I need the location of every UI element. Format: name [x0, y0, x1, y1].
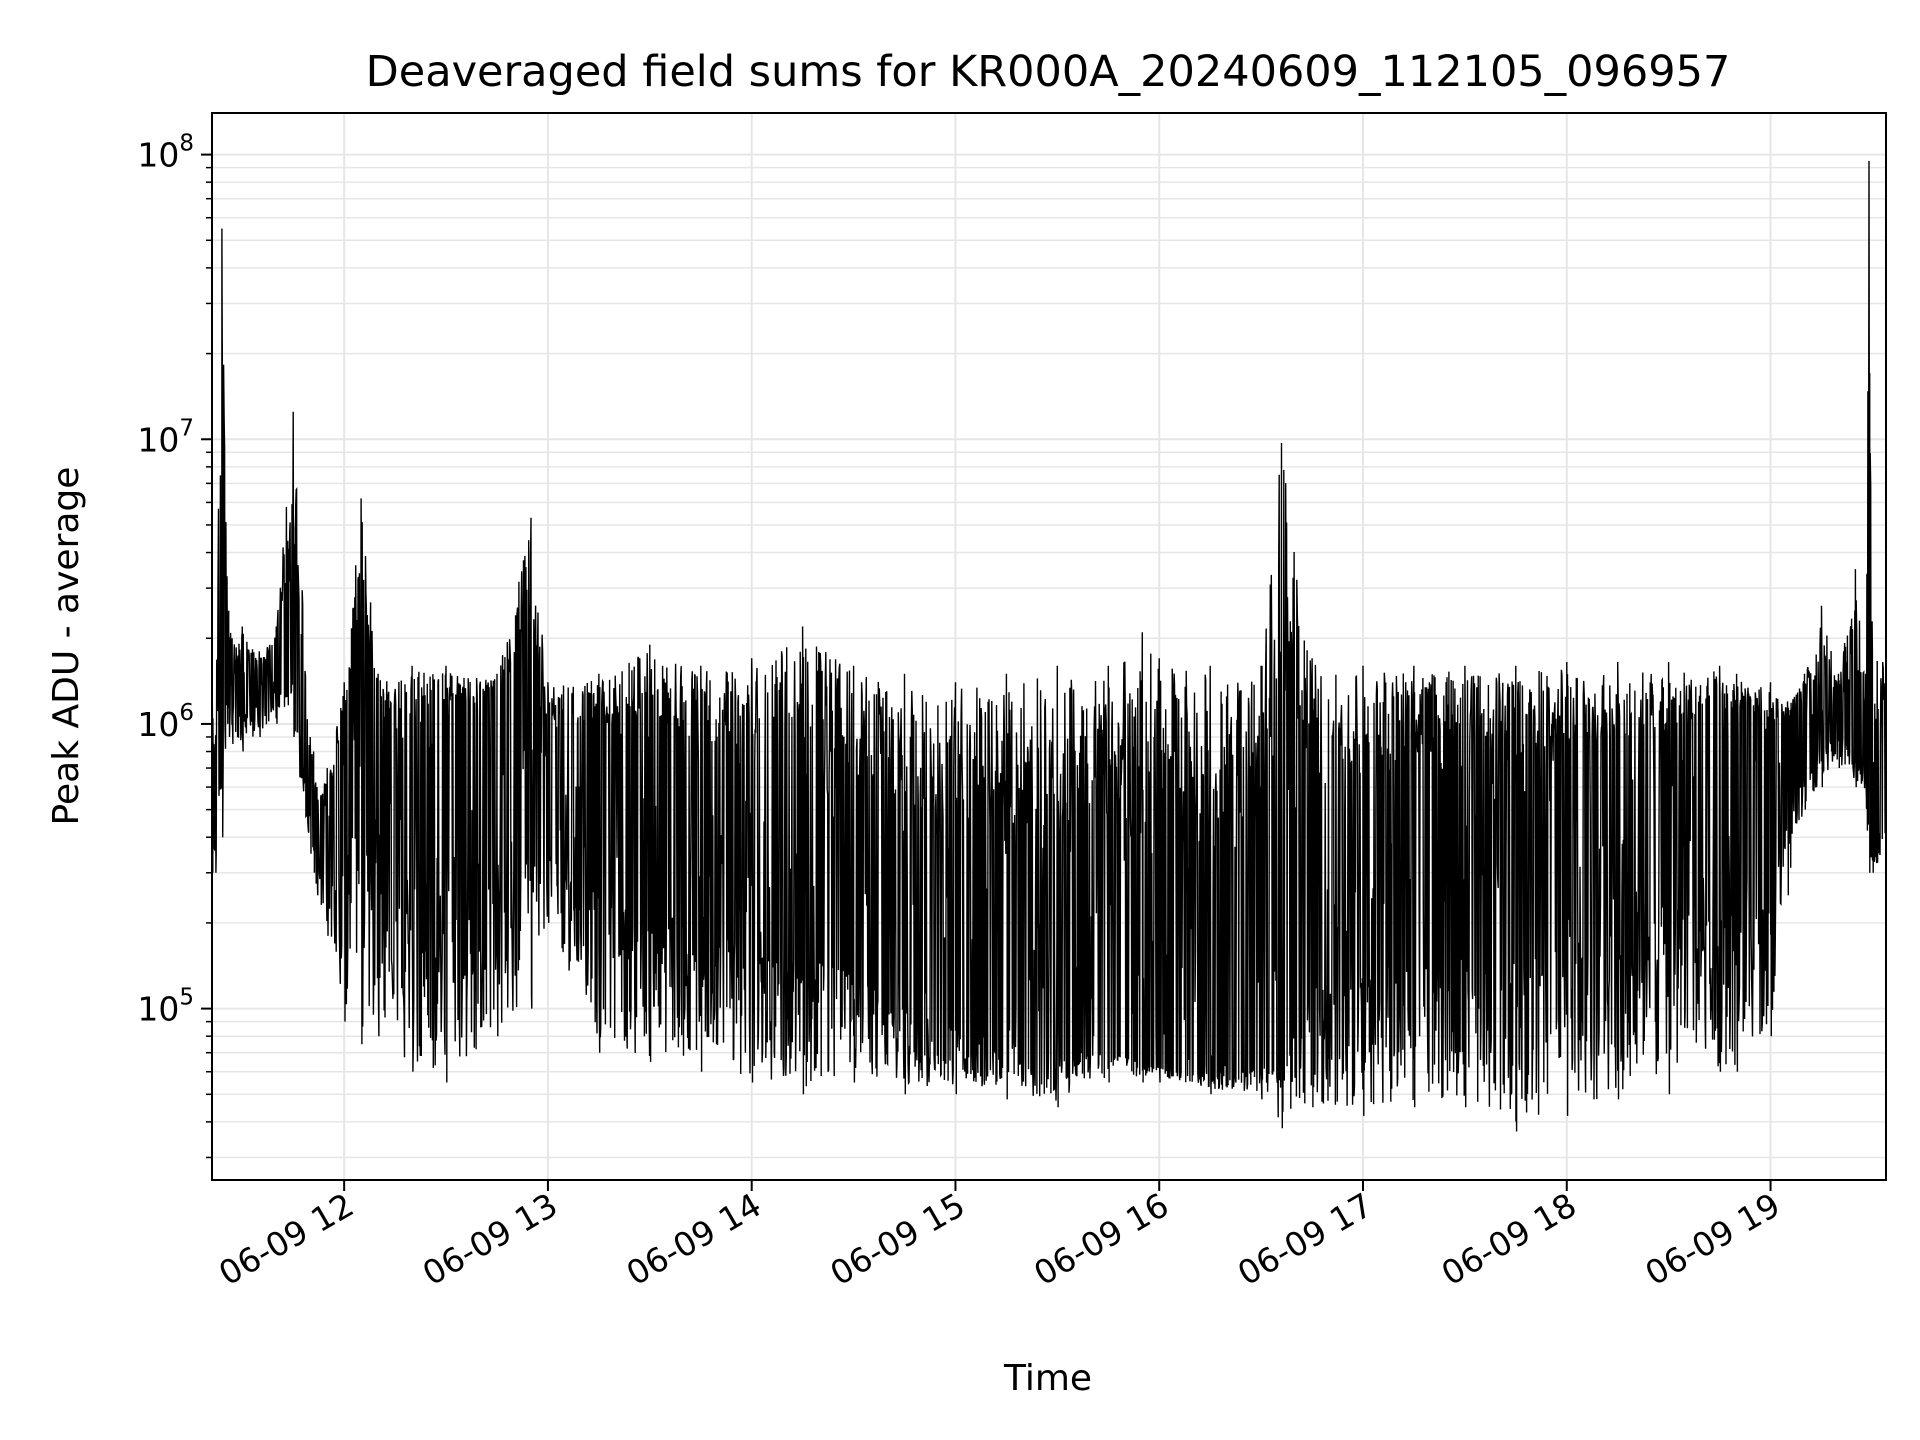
- plot-frame: [211, 112, 1887, 1181]
- x-axis-label: Time: [1003, 1358, 1092, 1399]
- data-line: [211, 160, 1887, 1132]
- y-tick-label: 105: [137, 985, 194, 1029]
- y-axis: 105 106 107 108: [137, 131, 212, 1159]
- y-tick-label: 107: [137, 415, 194, 459]
- y-tick-label: 108: [137, 131, 194, 175]
- chart-title: Deaveraged field sums for KR000A_2024060…: [366, 47, 1731, 97]
- y-axis-label: Peak ADU - average: [46, 467, 87, 826]
- y-tick-label: 106: [137, 700, 194, 744]
- series-line: [211, 160, 1887, 1132]
